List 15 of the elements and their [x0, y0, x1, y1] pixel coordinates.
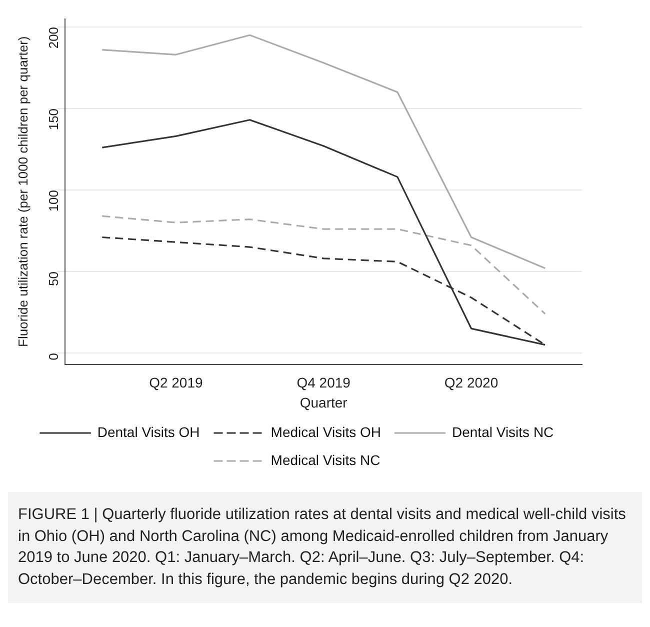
y-axis-title: Fluoride utilization rate (per 1000 children per quarter)	[15, 36, 30, 347]
y-tick-label: 200	[46, 26, 61, 49]
y-tick-label: 100	[46, 190, 61, 212]
legend-label: Dental Visits OH	[97, 424, 200, 440]
y-tick-label: 150	[46, 108, 61, 130]
caption: FIGURE 1 | Quarterly fluoride utilization rates at dental visits and medical well-child visits in Ohio (OH) and North Carolina (NC) among Medicaid-enrolled children from January 2019 to June 2020. Q1: January–March. Q2: April–June. Q3: July–September. Q4: October–December. In this figure, the pandemic begins during Q2 2020.	[18, 505, 627, 590]
x-tick-label: Q4 2019	[296, 374, 351, 391]
legend-label: Medical Visits NC	[270, 452, 380, 468]
legend-label: Dental Visits NC	[452, 424, 554, 440]
x-tick-label: Q2 2019	[149, 374, 204, 391]
y-tick-label: 0	[46, 352, 61, 360]
y-tick-label: 50	[46, 271, 61, 286]
x-tick-label: Q2 2020	[444, 374, 498, 391]
legend-label: Medical Visits OH	[270, 424, 381, 440]
x-axis-title: Quarter	[300, 394, 348, 410]
